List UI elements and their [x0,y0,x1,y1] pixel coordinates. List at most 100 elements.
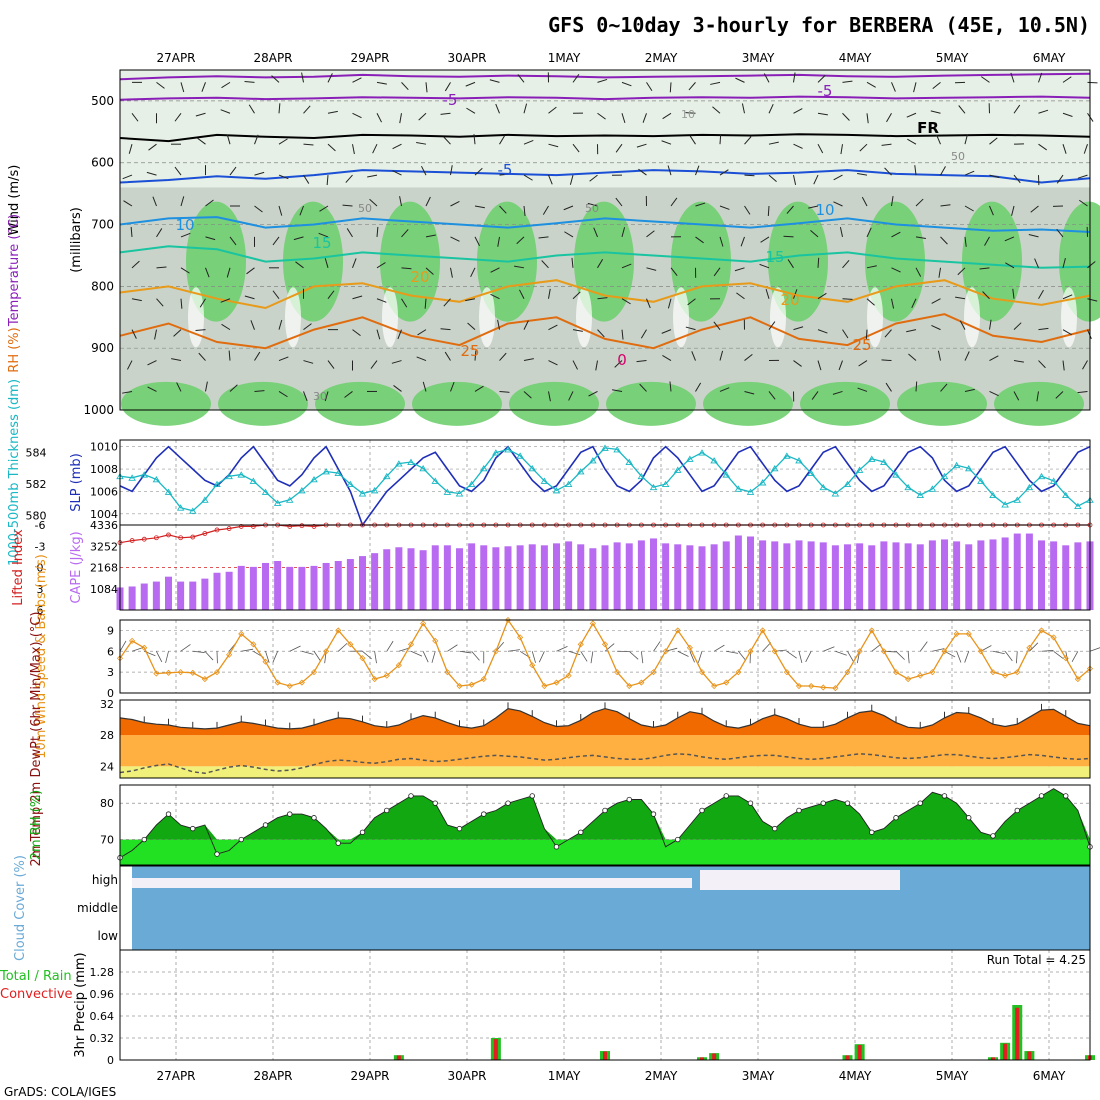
rh-moist-patch [606,381,696,426]
precip-tick: 0.64 [90,1010,115,1023]
contour-label: 0 [617,351,627,369]
wind-barb [324,258,329,268]
wind-speed-point [395,662,402,669]
wind-barb [1012,288,1015,299]
wind-barb [964,388,975,392]
wind-barb [147,386,157,392]
wind-barb [595,360,598,371]
wind-barb [597,258,604,269]
lifted-index-point [166,532,171,538]
wind-barb-10m [1029,642,1039,652]
wind-speed-point [456,682,463,690]
wind-barb [1087,261,1096,269]
wind-barb [246,267,255,275]
wind-barb [911,298,917,309]
wind-barb [593,227,598,238]
wind-barb-10m [447,644,458,652]
upper-air-ylabel-part: Temperature (°C) [7,214,22,327]
cape-bar [771,541,779,610]
wind-barb-10m [713,644,725,652]
wind-barb [597,112,606,120]
wind-barb [278,391,288,398]
wind-barb-10m [835,650,847,656]
thickness-point [492,449,500,456]
wind-speed-point [905,676,912,683]
wind-barb [833,174,843,181]
cape-bar [844,544,851,610]
wind-barb [817,143,824,154]
wind-barb [642,113,647,123]
precip-convective-bar [700,1057,704,1060]
wind-barb [891,298,895,309]
wind-barb-10m [410,650,423,657]
wind-speed-point [468,681,475,688]
thickness-point [952,461,961,469]
rh-dry-patch [285,287,301,348]
wind-barb [278,103,281,114]
wind-barb [514,265,525,269]
wind-barb [621,81,632,87]
wind-barb [881,359,892,362]
cape-bar [310,565,318,610]
wind-barb [499,352,507,361]
rh-point [359,829,366,835]
rh-moist-patch [412,381,502,426]
wind-barb-10m [531,651,536,663]
thickness-point [867,455,876,462]
thickness-point [613,446,621,453]
wind-speed-point [141,644,148,651]
wind-speed-point [529,662,536,669]
wind-barb-10m [362,650,372,660]
wind-speed-point [359,655,366,662]
cape-bar [298,566,306,610]
wind-speed-point [189,669,196,676]
wind-barb [813,174,819,185]
wind-barb [250,320,255,330]
wind-barb-10m [313,651,322,662]
wind-speed-point [492,648,499,655]
wind-barb [884,167,892,176]
wind-barb [712,106,721,114]
pressure-tick: 800 [91,279,114,293]
rh-point [772,825,778,832]
wind-barb [391,360,402,364]
wind-speed-point [1050,634,1057,641]
wind-barb [842,329,849,339]
wind-barb [303,105,311,114]
wind-barb [352,329,361,337]
wind-barb [713,321,721,330]
wind-speed-point [1074,676,1081,683]
wind-barb [519,289,525,299]
wind-barb [318,232,329,238]
wind-barb [891,267,901,273]
temp-tick: 28 [100,729,114,742]
wind-speed-point [129,637,136,644]
wind-barb [1055,391,1064,399]
precip-convective-bar [603,1051,607,1060]
wind-barb [886,113,892,123]
rh-point [650,811,657,817]
wind-barb [661,329,672,334]
wind-speed-point [201,676,208,683]
wind-barb [205,236,216,241]
date-label-bottom: 6MAY [1033,1069,1066,1083]
wind-barb-10m [932,648,945,652]
contour-label: 10 [175,216,194,234]
wind-barb [793,360,802,367]
temp-tick: 24 [100,760,114,773]
wind-speed-point [298,679,305,686]
wind-barb [1062,76,1072,83]
date-label-top: 1MAY [548,51,581,65]
wind-barb [759,263,770,269]
thickness-point [746,488,755,495]
wind-barb [156,81,165,89]
wind-barb [940,383,948,392]
rh-point [941,793,948,799]
wind-barb [122,174,133,180]
wind-barb [497,236,500,247]
rh-point [675,836,681,843]
precip-convective-bar [845,1055,850,1060]
wind-barb [474,205,485,209]
wind-barb [174,112,182,122]
wind-barb [156,266,167,269]
